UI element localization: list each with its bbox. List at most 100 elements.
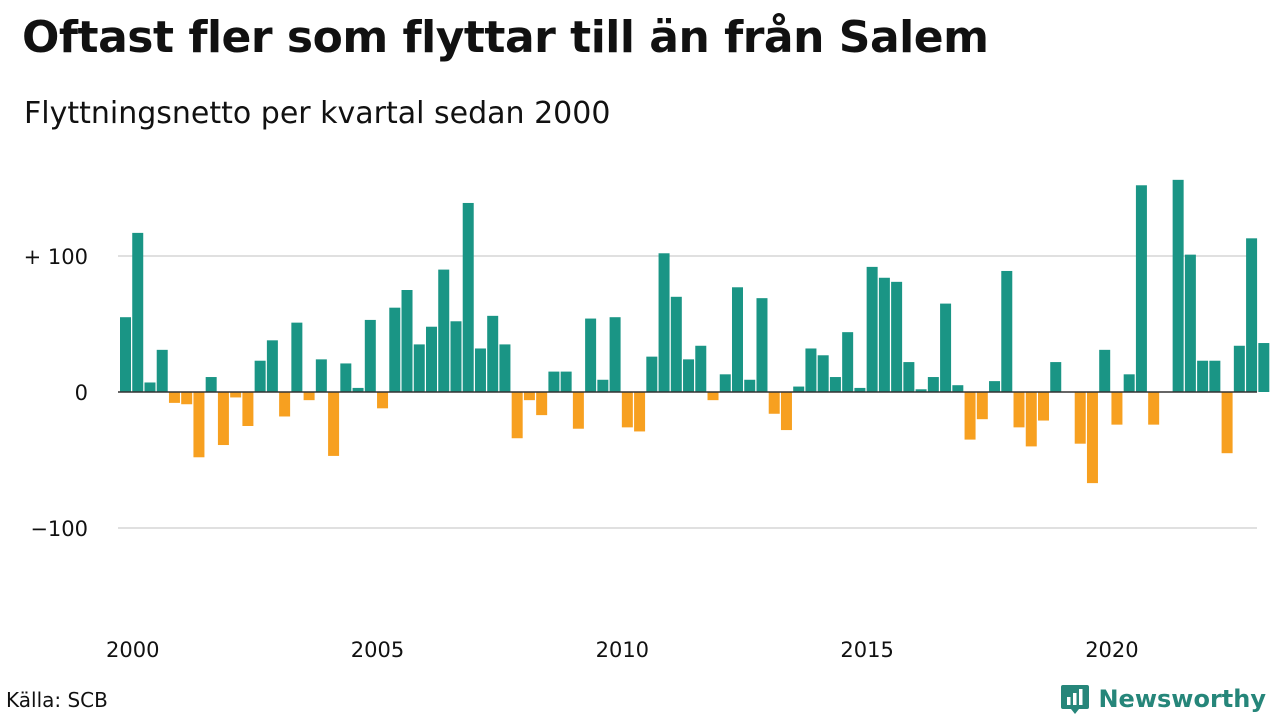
bar	[217, 392, 229, 446]
bar	[891, 281, 903, 392]
bar	[732, 287, 743, 392]
bar	[585, 318, 597, 392]
bar	[976, 392, 988, 420]
bar	[634, 392, 646, 432]
bar	[242, 392, 254, 426]
bar	[1209, 360, 1221, 392]
bar	[621, 392, 633, 428]
gridlines	[118, 255, 1257, 529]
bar	[168, 392, 180, 403]
bar	[609, 317, 621, 392]
bar	[805, 348, 817, 392]
source-note: Källa: SCB	[6, 688, 108, 712]
bar	[181, 392, 193, 405]
bar	[854, 387, 866, 392]
bar	[1038, 392, 1049, 421]
bar	[817, 355, 829, 392]
bar	[1086, 392, 1098, 484]
bar	[1013, 392, 1025, 428]
chart-title: Oftast fler som flyttar till än från Sal…	[22, 12, 989, 63]
y-tick-label: 0	[75, 381, 88, 405]
x-tick-label: 2020	[1085, 638, 1138, 662]
bar	[1258, 343, 1270, 392]
bar	[866, 266, 878, 392]
bar	[915, 389, 927, 392]
bar	[1099, 349, 1111, 392]
bar	[291, 322, 303, 392]
bar	[927, 377, 939, 392]
bar	[597, 379, 609, 392]
bar	[719, 374, 731, 392]
bar	[144, 382, 156, 392]
bar	[1172, 179, 1184, 392]
bar	[205, 377, 217, 392]
bar	[254, 360, 266, 392]
bar	[352, 387, 364, 392]
newsworthy-logo-icon	[1061, 685, 1090, 714]
bar	[266, 340, 278, 392]
bar	[1135, 185, 1147, 392]
bar	[952, 385, 964, 392]
bar	[768, 392, 780, 414]
bar	[401, 290, 413, 392]
bar	[474, 348, 486, 392]
bar	[940, 303, 952, 392]
bar	[793, 386, 805, 392]
bar	[377, 392, 389, 409]
bar	[426, 326, 437, 392]
bar	[548, 371, 560, 392]
bar	[1001, 270, 1013, 392]
bar	[1074, 392, 1086, 444]
x-tick-label: 2005	[351, 638, 404, 662]
bar	[1025, 392, 1037, 447]
bar	[1197, 360, 1209, 392]
bar	[707, 392, 719, 401]
bar	[1184, 254, 1196, 392]
bar	[1233, 345, 1245, 392]
bar	[1148, 392, 1160, 425]
bar	[364, 319, 376, 392]
bar	[829, 377, 841, 392]
chart-subtitle: Flyttningsnetto per kvartal sedan 2000	[24, 96, 611, 131]
bar	[842, 332, 854, 392]
bar	[1050, 362, 1062, 392]
bar	[780, 392, 792, 431]
bar	[450, 321, 462, 392]
bar	[511, 392, 523, 439]
brand-name: Newsworthy	[1098, 685, 1266, 713]
bar	[1246, 238, 1258, 392]
bar	[523, 392, 535, 401]
bar	[572, 392, 584, 429]
x-tick-label: 2010	[596, 638, 649, 662]
bars	[120, 179, 1270, 484]
bar	[279, 392, 291, 417]
y-tick-label: + 100	[24, 245, 88, 269]
bar	[658, 253, 670, 392]
bar	[499, 344, 511, 392]
bar	[193, 392, 205, 458]
bar	[462, 202, 474, 392]
y-tick-label: −100	[30, 517, 88, 541]
tick-labels: + 100 0 −100 2000 2005 2010 2015 2020	[24, 245, 1139, 662]
bar	[670, 296, 682, 392]
bar	[315, 359, 327, 392]
bar	[328, 392, 340, 456]
bar	[438, 269, 450, 392]
bar	[1221, 392, 1233, 454]
bar	[560, 371, 572, 392]
x-tick-label: 2000	[106, 638, 159, 662]
bar-chart: + 100 0 −100 2000 2005 2010 2015 2020	[24, 179, 1270, 662]
bar	[487, 315, 499, 392]
bar	[695, 345, 707, 392]
bar	[683, 359, 695, 392]
bar	[1123, 374, 1135, 392]
bar	[646, 356, 658, 392]
bar	[989, 381, 1001, 392]
bar	[756, 298, 768, 392]
bar	[132, 232, 144, 392]
bar	[120, 317, 131, 392]
brand-logo[interactable]: Newsworthy	[1060, 682, 1266, 716]
bar	[903, 362, 915, 392]
bar	[303, 392, 315, 401]
bar	[1111, 392, 1123, 425]
